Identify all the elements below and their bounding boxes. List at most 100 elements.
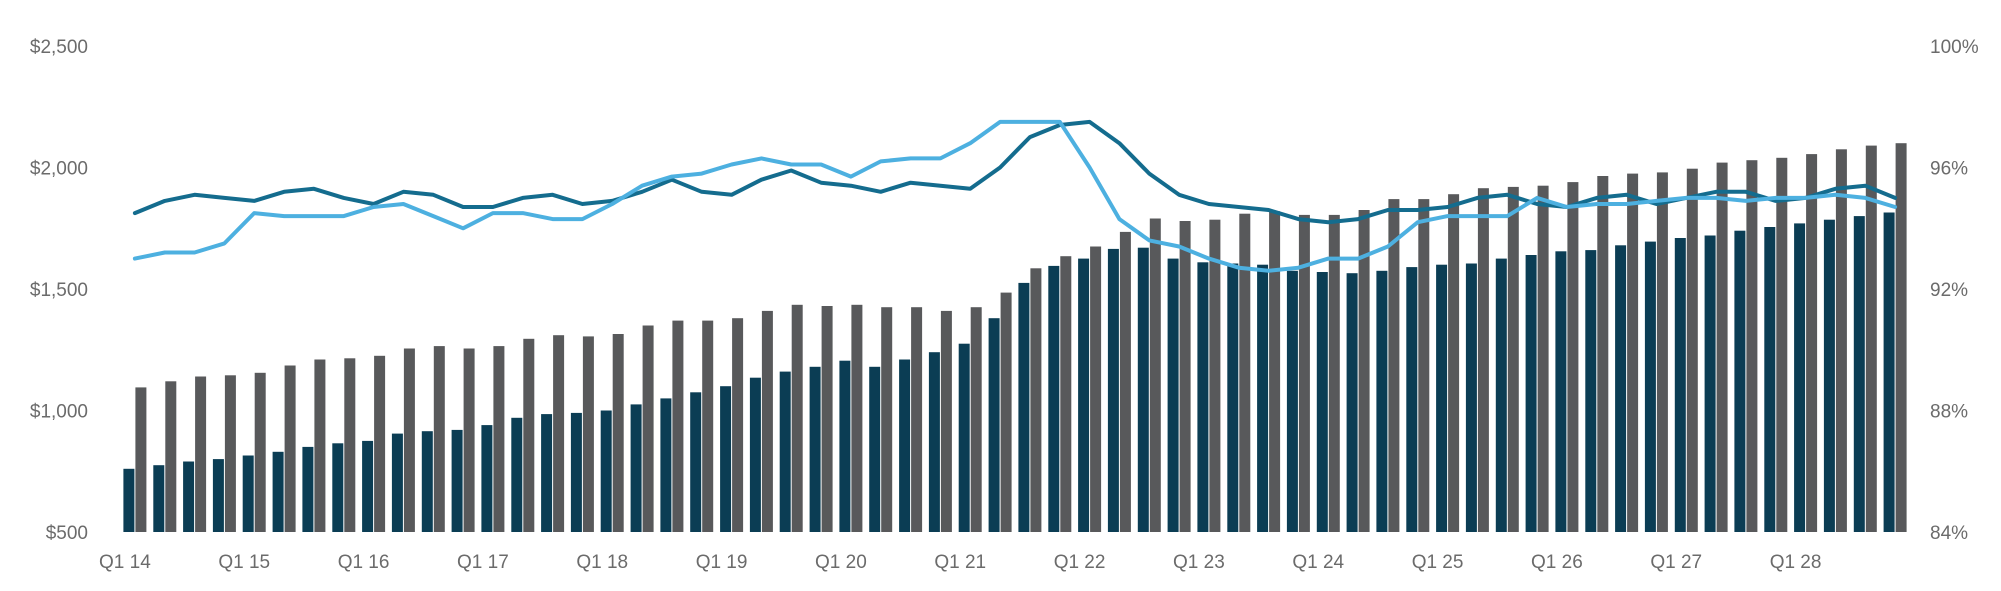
- bar: [362, 440, 374, 532]
- bar: [165, 381, 177, 532]
- bar: [1090, 246, 1102, 532]
- y-axis-left: $500 $1,000 $1,500 $2,000 $2,500: [30, 37, 88, 544]
- x-tick-label: Q1 26: [1531, 552, 1583, 573]
- series-line: [132, 119, 1898, 273]
- bar: [1167, 258, 1179, 532]
- bar: [1298, 214, 1310, 532]
- bar: [582, 336, 594, 532]
- bar: [1674, 238, 1686, 532]
- bar: [958, 343, 970, 532]
- y-tick-label: $1,500: [30, 280, 88, 301]
- bar: [1179, 221, 1191, 532]
- bar: [1137, 247, 1149, 532]
- y-tick-label: $2,500: [30, 37, 88, 58]
- x-tick-label: Q1 28: [1770, 552, 1822, 573]
- bar: [1615, 245, 1627, 533]
- bar: [1376, 270, 1388, 532]
- bar: [702, 320, 714, 532]
- bar: [1465, 263, 1477, 532]
- bar: [1823, 219, 1835, 532]
- bar: [1018, 282, 1030, 532]
- bar: [332, 443, 344, 532]
- bar: [1418, 199, 1430, 532]
- bar: [1257, 264, 1269, 532]
- x-tick-label: Q1 24: [1292, 552, 1344, 573]
- bar: [1000, 292, 1012, 532]
- y2-tick-label: 88%: [1930, 402, 1968, 423]
- bar: [1495, 258, 1507, 532]
- bar: [899, 359, 911, 532]
- y2-tick-label: 84%: [1930, 523, 1968, 544]
- x-tick-label: Q1 21: [934, 552, 986, 573]
- bar: [314, 359, 326, 532]
- bar: [1704, 235, 1716, 532]
- bar: [1358, 210, 1370, 532]
- bar: [1346, 273, 1358, 532]
- bar: [612, 334, 624, 532]
- bar: [791, 304, 803, 532]
- bar: [1537, 185, 1549, 532]
- bar: [749, 377, 761, 532]
- bar: [284, 365, 296, 532]
- x-tick-label: Q1 18: [576, 552, 628, 573]
- x-tick-label: Q1 17: [457, 552, 509, 573]
- bar: [493, 346, 505, 532]
- bar: [1477, 188, 1489, 532]
- bar: [272, 451, 284, 532]
- bar: [1716, 162, 1728, 532]
- bar: [1627, 173, 1639, 532]
- bar: [344, 358, 356, 532]
- bar: [720, 386, 732, 532]
- bar: [1764, 227, 1776, 532]
- bar: [1597, 176, 1609, 532]
- bar: [135, 387, 147, 532]
- bar: [1507, 186, 1519, 532]
- bar: [1806, 154, 1818, 532]
- bar: [1776, 157, 1788, 533]
- bar: [541, 414, 553, 532]
- bar: [1895, 143, 1907, 532]
- bar-series: [123, 143, 1907, 533]
- bar: [374, 355, 386, 532]
- bar: [570, 412, 582, 532]
- bar: [1555, 251, 1567, 533]
- bar: [391, 433, 403, 532]
- x-tick-label: Q1 27: [1650, 552, 1702, 573]
- bar: [433, 346, 445, 532]
- bar: [1060, 256, 1072, 532]
- y2-tick-label: 92%: [1930, 280, 1968, 301]
- bar: [1227, 263, 1239, 532]
- x-tick-label: Q1 16: [338, 552, 390, 573]
- bar: [1644, 241, 1656, 532]
- series-line: [132, 119, 1898, 225]
- bar: [809, 366, 821, 532]
- x-tick-label: Q1 22: [1054, 552, 1106, 573]
- bar: [242, 455, 254, 532]
- bar: [940, 310, 952, 532]
- bar: [153, 465, 165, 532]
- bar: [970, 307, 982, 532]
- bar: [1197, 262, 1209, 532]
- bar: [1316, 272, 1328, 532]
- bar: [224, 375, 236, 532]
- bar: [195, 376, 207, 532]
- bar: [988, 318, 1000, 532]
- bar: [1328, 214, 1340, 532]
- bar: [1525, 255, 1537, 532]
- bar: [1746, 160, 1758, 532]
- x-tick-label: Q1 19: [696, 552, 748, 573]
- bar: [732, 318, 744, 532]
- bar: [660, 398, 672, 532]
- bar: [779, 371, 791, 532]
- bar: [1107, 248, 1119, 532]
- y-tick-label: $1,000: [30, 402, 88, 423]
- bar: [1794, 223, 1806, 532]
- bar: [1048, 265, 1060, 532]
- bar: [1585, 250, 1597, 532]
- bar: [851, 304, 863, 532]
- y-axis-right: 84% 88% 92% 96% 100%: [1930, 37, 1979, 544]
- bar: [1078, 258, 1090, 532]
- bar: [690, 392, 702, 532]
- bar: [1406, 267, 1418, 532]
- bar: [1269, 211, 1281, 532]
